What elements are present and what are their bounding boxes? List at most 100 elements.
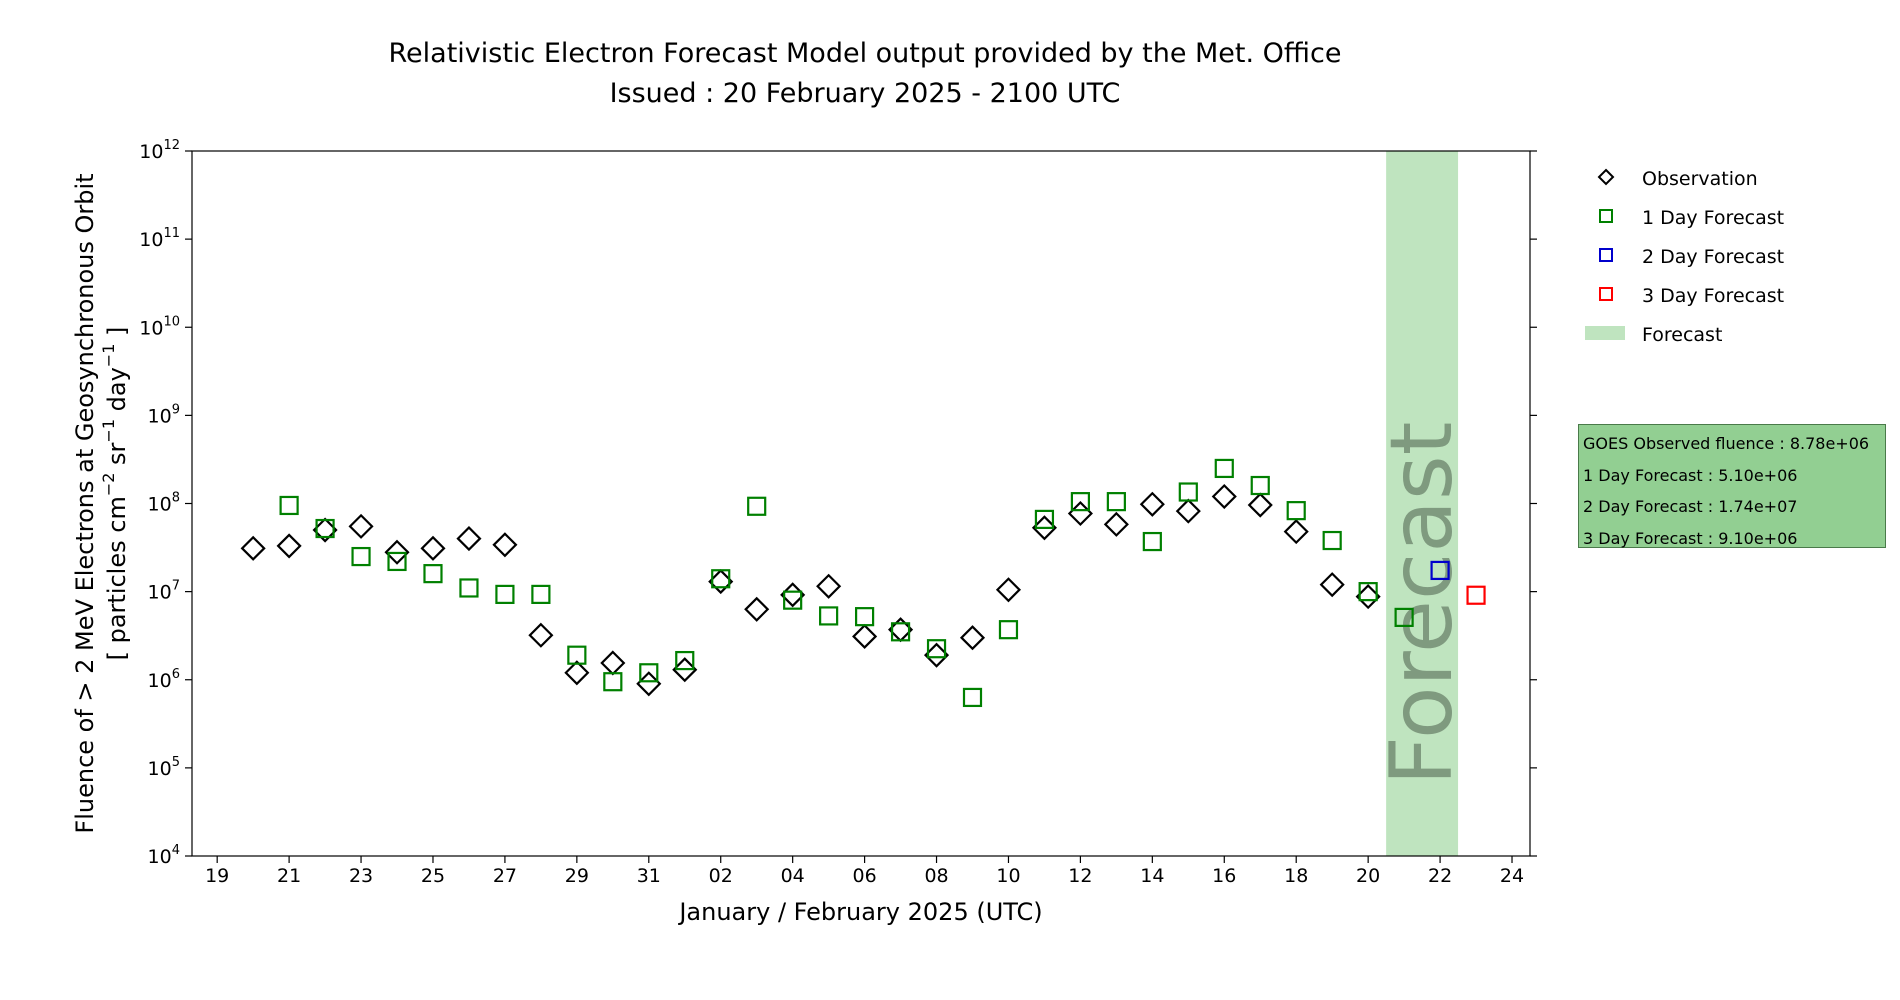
legend-swatch-observation bbox=[1597, 168, 1615, 186]
1-day-forecast-point bbox=[962, 687, 983, 708]
observation-point bbox=[1175, 498, 1201, 524]
observation-point bbox=[564, 660, 590, 686]
observation-point bbox=[1319, 572, 1345, 598]
1-day-forecast-point bbox=[423, 564, 443, 584]
2-day-forecast-point bbox=[1430, 560, 1450, 581]
observation-point bbox=[348, 513, 374, 539]
1-day-forecast-point bbox=[1070, 492, 1091, 512]
observation-point bbox=[240, 535, 266, 561]
info-day3: 3 Day Forecast : 9.10e+06 bbox=[1583, 528, 1798, 548]
1-day-forecast-point bbox=[711, 569, 731, 589]
plot-frame bbox=[191, 150, 1531, 857]
observation-point bbox=[1355, 584, 1381, 610]
y-tick-label: 1012 bbox=[139, 138, 180, 163]
1-day-forecast-point bbox=[926, 639, 947, 659]
1-day-forecast-point bbox=[567, 645, 587, 665]
x-axis-label: January / February 2025 (UTC) bbox=[677, 898, 1042, 926]
x-tick-label: 22 bbox=[1428, 865, 1452, 887]
legend-label: 3 Day Forecast bbox=[1642, 285, 1785, 307]
chart-title: Relativistic Electron Forecast Model out… bbox=[190, 34, 1540, 114]
info-day2: 2 Day Forecast : 1.74e+07 bbox=[1583, 497, 1798, 516]
title-line-1: Relativistic Electron Forecast Model out… bbox=[388, 38, 1342, 69]
x-tick-label: 27 bbox=[493, 865, 517, 887]
y-tick-label: 106 bbox=[148, 667, 180, 692]
x-tick-label: 12 bbox=[1068, 865, 1092, 887]
y-tick-label: 108 bbox=[148, 491, 180, 516]
1-day-forecast-point bbox=[1358, 582, 1378, 602]
x-tick-label: 29 bbox=[565, 865, 589, 887]
y-tick-label: 104 bbox=[148, 843, 180, 868]
observation-point bbox=[384, 539, 410, 565]
1-day-forecast-point bbox=[1178, 482, 1198, 502]
x-tick-label: 18 bbox=[1284, 865, 1308, 887]
legend-swatch-1-day-forecast bbox=[1599, 209, 1613, 223]
x-tick-label: 08 bbox=[924, 865, 948, 887]
info-day1: 1 Day Forecast : 5.10e+06 bbox=[1583, 465, 1798, 485]
x-tick-label: 04 bbox=[781, 865, 805, 887]
observation-point bbox=[420, 535, 446, 561]
1-day-forecast-point bbox=[675, 650, 695, 671]
1-day-forecast-point bbox=[998, 620, 1019, 640]
legend-label: 2 Day Forecast bbox=[1642, 246, 1785, 268]
forecast-band-label: Forecast bbox=[1372, 422, 1472, 786]
x-tick-label: 21 bbox=[277, 865, 301, 887]
y-tick-label: 1011 bbox=[139, 226, 180, 251]
1-day-forecast-point bbox=[351, 546, 371, 567]
1-day-forecast-point bbox=[783, 590, 803, 610]
x-tick-label: 19 bbox=[205, 865, 229, 887]
1-day-forecast-point bbox=[747, 496, 767, 516]
observation-point bbox=[312, 517, 338, 543]
observation-point bbox=[1283, 519, 1309, 545]
1-day-forecast-point bbox=[1214, 458, 1234, 479]
x-tick-label: 20 bbox=[1356, 865, 1380, 887]
1-day-forecast-point bbox=[387, 551, 407, 572]
x-tick-label: 06 bbox=[853, 865, 877, 887]
observation-point bbox=[528, 622, 554, 648]
legend-swatch-2-day-forecast bbox=[1599, 248, 1613, 262]
observation-point bbox=[995, 577, 1022, 603]
x-tick-label: 10 bbox=[996, 865, 1020, 887]
legend-label: 1 Day Forecast bbox=[1642, 207, 1785, 229]
1-day-forecast-point bbox=[603, 672, 623, 692]
y-axis-label: Fluence of > 2 MeV Electrons at Geosynch… bbox=[71, 173, 131, 833]
observation-point bbox=[852, 623, 878, 650]
observation-point bbox=[276, 533, 302, 559]
observation-point bbox=[923, 642, 950, 668]
1-day-forecast-point bbox=[1394, 607, 1414, 627]
3-day-forecast-point bbox=[1466, 585, 1486, 605]
fluence-info-box: GOES Observed fluence : 8.78e+06 1 Day F… bbox=[1578, 424, 1886, 548]
observation-point bbox=[456, 526, 482, 552]
y-tick-label: 109 bbox=[148, 402, 180, 427]
x-tick-label: 16 bbox=[1212, 865, 1236, 887]
legend-label: Observation bbox=[1642, 168, 1758, 190]
1-day-forecast-point bbox=[1322, 530, 1342, 551]
1-day-forecast-point bbox=[1106, 492, 1126, 512]
1-day-forecast-point bbox=[890, 622, 911, 642]
1-day-forecast-point bbox=[1034, 509, 1055, 530]
observation-point bbox=[1139, 491, 1165, 517]
1-day-forecast-point bbox=[1286, 501, 1306, 521]
observation-point bbox=[1247, 492, 1273, 518]
observation-point bbox=[492, 532, 518, 558]
1-day-forecast-point bbox=[459, 578, 479, 598]
y-axis-label-line-1: Fluence of > 2 MeV Electrons at Geosynch… bbox=[71, 173, 99, 833]
legend-swatch-forecast bbox=[1585, 326, 1625, 340]
observation-point bbox=[708, 569, 734, 595]
observation-point bbox=[1103, 511, 1129, 537]
x-tick-label: 02 bbox=[709, 865, 733, 887]
legend-swatch-3-day-forecast bbox=[1599, 287, 1613, 301]
y-axis-label-line-2: [ particles cm−2 sr−1 day−1 ] bbox=[99, 327, 132, 661]
y-tick-label: 1010 bbox=[139, 314, 180, 339]
y-tick-label: 105 bbox=[148, 755, 180, 780]
1-day-forecast-point bbox=[1142, 531, 1162, 552]
observation-point bbox=[636, 671, 662, 697]
1-day-forecast-point bbox=[531, 584, 551, 605]
1-day-forecast-point bbox=[495, 584, 515, 605]
x-tick-label: 14 bbox=[1140, 865, 1164, 887]
observation-point bbox=[672, 657, 698, 683]
observation-point bbox=[1211, 483, 1237, 510]
forecast-band bbox=[1386, 151, 1459, 856]
observation-point bbox=[1031, 515, 1057, 541]
observation-point bbox=[744, 596, 770, 622]
